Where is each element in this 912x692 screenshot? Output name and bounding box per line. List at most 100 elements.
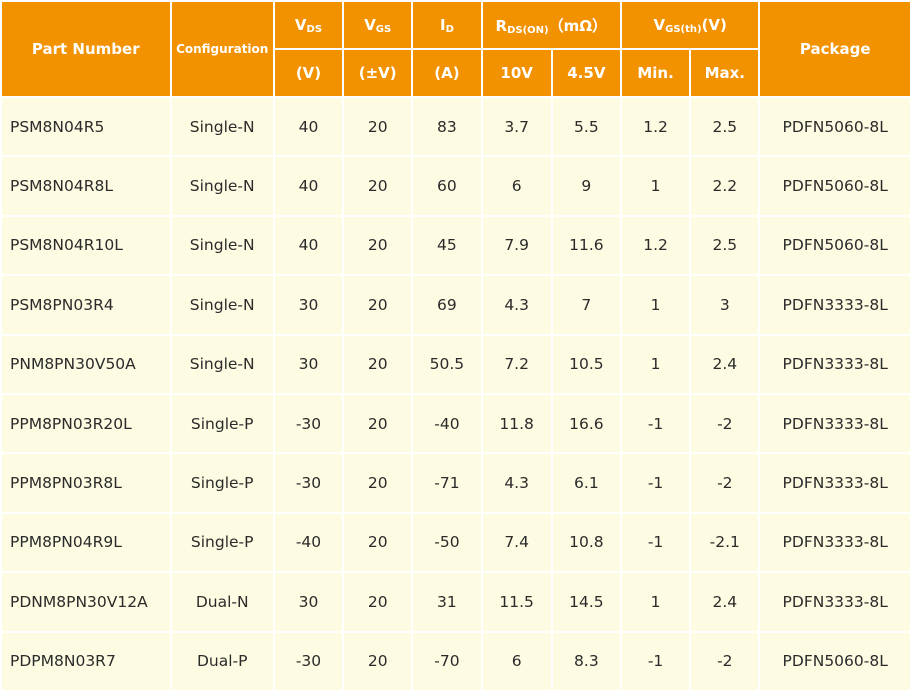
header-vds-unit: (V) xyxy=(274,50,343,96)
cell-rds-45v: 5.5 xyxy=(552,98,620,156)
table-row: PPM8PN03R8L Single-P -30 20 -71 4.3 6.1 … xyxy=(2,454,910,512)
table-row: PDPM8N03R7 Dual-P -30 20 -70 6 8.3 -1 -2… xyxy=(2,632,910,690)
cell-id: -70 xyxy=(413,632,481,690)
cell-id: 83 xyxy=(413,98,481,156)
table-row: PSM8N04R5 Single-N 40 20 83 3.7 5.5 1.2 … xyxy=(2,98,910,156)
cell-vgsth-max: -2.1 xyxy=(691,513,759,572)
cell-vds: -30 xyxy=(274,394,343,453)
cell-package: PDFN3333-8L xyxy=(760,573,910,631)
header-rds-on: RDS(ON)（mΩ） xyxy=(482,2,620,48)
cell-configuration: Single-N xyxy=(171,335,273,393)
cell-configuration: Single-P xyxy=(171,394,273,453)
cell-rds-10v: 4.3 xyxy=(482,454,551,512)
header-vgs-unit: (±V) xyxy=(344,50,412,96)
cell-configuration: Single-N xyxy=(171,276,273,334)
cell-id: -40 xyxy=(413,394,481,453)
header-vgsth-min: Min. xyxy=(621,50,690,96)
table-row: PPM8PN04R9L Single-P -40 20 -50 7.4 10.8… xyxy=(2,513,910,572)
cell-id: 50.5 xyxy=(413,335,481,393)
header-vgsth-symbol: V xyxy=(653,15,666,34)
table-row: PPM8PN03R20L Single-P -30 20 -40 11.8 16… xyxy=(2,394,910,453)
cell-part-number: PSM8PN03R4 xyxy=(2,276,170,334)
cell-vgsth-min: 1.2 xyxy=(621,98,690,156)
cell-vgsth-min: 1.2 xyxy=(621,216,690,275)
header-rds-45v: 4.5V xyxy=(552,50,620,96)
header-rds-subscript: DS(ON) xyxy=(507,24,549,36)
cell-vgs: 20 xyxy=(344,513,412,572)
cell-vgs: 20 xyxy=(344,98,412,156)
cell-rds-10v: 4.3 xyxy=(482,276,551,334)
cell-configuration: Dual-P xyxy=(171,632,273,690)
cell-vgsth-max: 3 xyxy=(691,276,759,334)
header-rds-symbol: R xyxy=(495,16,508,35)
cell-vgsth-min: 1 xyxy=(621,276,690,334)
header-vgs-symbol: V xyxy=(364,15,376,34)
cell-package: PDFN3333-8L xyxy=(760,335,910,393)
cell-vgsth-max: -2 xyxy=(691,454,759,512)
cell-package: PDFN5060-8L xyxy=(760,98,910,156)
cell-part-number: PPM8PN03R8L xyxy=(2,454,170,512)
cell-vgs: 20 xyxy=(344,276,412,334)
cell-vds: 30 xyxy=(274,276,343,334)
cell-rds-10v: 3.7 xyxy=(482,98,551,156)
header-vgsth-unit: (V) xyxy=(701,15,727,34)
cell-vgs: 20 xyxy=(344,394,412,453)
cell-vgsth-max: 2.5 xyxy=(691,98,759,156)
cell-id: -71 xyxy=(413,454,481,512)
cell-rds-10v: 6 xyxy=(482,157,551,215)
cell-vds: -40 xyxy=(274,513,343,572)
cell-rds-45v: 6.1 xyxy=(552,454,620,512)
header-row-primary: Part Number Configuration VDS VGS ID RDS… xyxy=(2,2,910,96)
cell-configuration: Single-N xyxy=(171,216,273,275)
cell-rds-45v: 11.6 xyxy=(552,216,620,275)
cell-part-number: PDNM8PN30V12A xyxy=(2,573,170,631)
header-rds-unit: （mΩ） xyxy=(548,16,607,35)
header-vgsth-subscript: GS(th) xyxy=(665,23,702,35)
header-id-subscript: D xyxy=(445,23,454,35)
cell-id: 69 xyxy=(413,276,481,334)
cell-vgsth-min: -1 xyxy=(621,513,690,572)
cell-rds-45v: 8.3 xyxy=(552,632,620,690)
cell-vds: 40 xyxy=(274,98,343,156)
header-part-number: Part Number xyxy=(2,2,170,96)
cell-id: -50 xyxy=(413,513,481,572)
cell-rds-45v: 16.6 xyxy=(552,394,620,453)
cell-configuration: Single-N xyxy=(171,157,273,215)
cell-vgsth-max: 2.2 xyxy=(691,157,759,215)
cell-rds-10v: 7.4 xyxy=(482,513,551,572)
header-vgs-subscript: GS xyxy=(375,23,392,35)
table-row: PSM8N04R8L Single-N 40 20 60 6 9 1 2.2 P… xyxy=(2,157,910,215)
cell-configuration: Single-N xyxy=(171,98,273,156)
header-vgsth-max: Max. xyxy=(691,50,759,96)
cell-vgsth-min: -1 xyxy=(621,394,690,453)
cell-vgs: 20 xyxy=(344,632,412,690)
cell-vgsth-max: -2 xyxy=(691,394,759,453)
header-vds-subscript: DS xyxy=(306,23,323,35)
header-vds: VDS xyxy=(274,2,343,48)
cell-rds-45v: 14.5 xyxy=(552,573,620,631)
cell-id: 60 xyxy=(413,157,481,215)
cell-vgsth-min: -1 xyxy=(621,632,690,690)
cell-part-number: PSM8N04R5 xyxy=(2,98,170,156)
header-vgs: VGS xyxy=(344,2,412,48)
cell-vgsth-min: 1 xyxy=(621,335,690,393)
cell-package: PDFN3333-8L xyxy=(760,454,910,512)
cell-rds-45v: 7 xyxy=(552,276,620,334)
cell-configuration: Single-P xyxy=(171,513,273,572)
table-row: PDNM8PN30V12A Dual-N 30 20 31 11.5 14.5 … xyxy=(2,573,910,631)
cell-vgsth-min: 1 xyxy=(621,157,690,215)
header-rds-10v: 10V xyxy=(482,50,551,96)
cell-part-number: PDPM8N03R7 xyxy=(2,632,170,690)
cell-part-number: PPM8PN04R9L xyxy=(2,513,170,572)
cell-vgs: 20 xyxy=(344,454,412,512)
header-row-units: (V) (±V) (A) 10V 4.5V Min. Max. xyxy=(2,50,910,96)
cell-vgs: 20 xyxy=(344,335,412,393)
cell-vgsth-max: 2.5 xyxy=(691,216,759,275)
cell-rds-10v: 11.5 xyxy=(482,573,551,631)
cell-package: PDFN5060-8L xyxy=(760,157,910,215)
cell-package: PDFN3333-8L xyxy=(760,394,910,453)
header-id-unit: (A) xyxy=(413,50,481,96)
cell-package: PDFN5060-8L xyxy=(760,632,910,690)
cell-part-number: PSM8N04R10L xyxy=(2,216,170,275)
